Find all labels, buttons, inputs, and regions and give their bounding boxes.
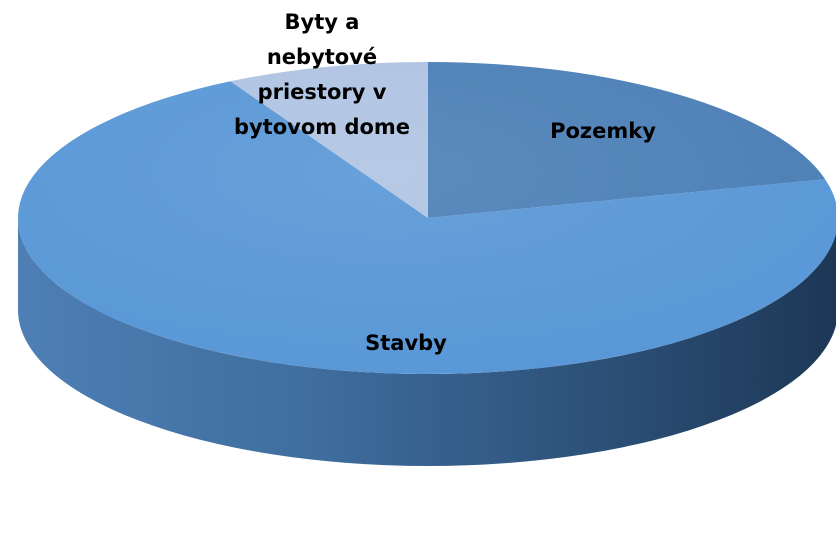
- pie-slice-layer: [18, 61, 836, 374]
- pie-side-wall: [18, 218, 836, 466]
- pie-side-layer: [18, 218, 836, 466]
- pie-slice-label-2: Stavby: [365, 331, 447, 355]
- pie-top-sheen: [18, 62, 836, 374]
- pie-slice-label-1: Pozemky: [550, 119, 656, 143]
- pie-label-layer: Pozemky Stavby Byty a nebytové priestory v by…: [234, 10, 656, 355]
- pie-slice-label-3: Byty a nebytové priestory v bytovom dome: [234, 10, 410, 139]
